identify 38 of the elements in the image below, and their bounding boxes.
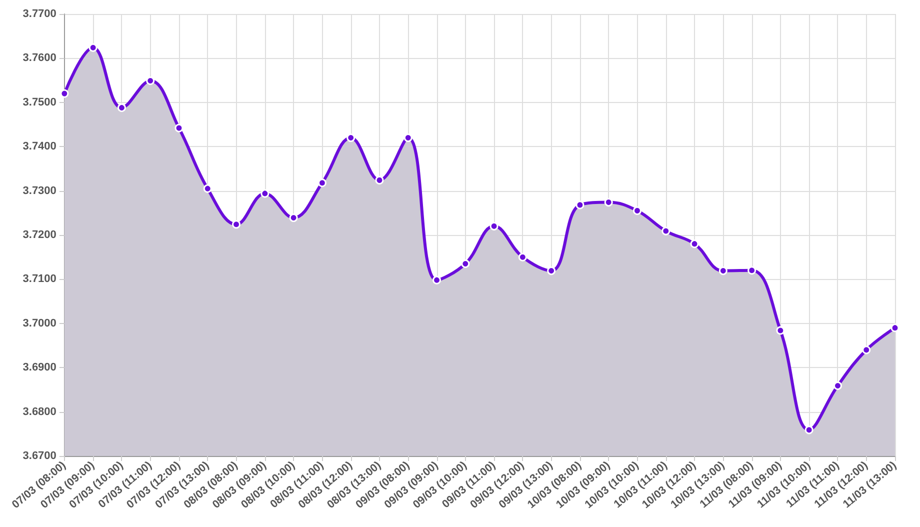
point <box>260 189 270 198</box>
point <box>461 259 470 268</box>
point <box>203 184 212 193</box>
y-tick-label: 3.7600 <box>22 52 56 64</box>
point <box>690 240 699 248</box>
point <box>432 276 441 284</box>
point <box>346 134 356 142</box>
point <box>632 206 642 215</box>
point <box>748 266 756 275</box>
y-tick-label: 3.6900 <box>22 362 56 374</box>
point <box>232 220 241 229</box>
y-tick-label: 3.6800 <box>22 406 56 418</box>
y-tick-label: 3.7100 <box>22 273 56 286</box>
point <box>576 200 584 210</box>
point <box>518 252 527 262</box>
point <box>289 214 298 222</box>
point <box>604 198 613 207</box>
y-tick-label: 3.6700 <box>22 450 56 462</box>
y-tick-label: 3.7400 <box>22 140 56 153</box>
point <box>88 43 98 52</box>
point <box>404 134 412 142</box>
y-tick-label: 3.7700 <box>22 8 56 20</box>
y-tick-label: 3.7500 <box>22 96 56 108</box>
point <box>318 178 326 188</box>
y-tick-label: 3.7000 <box>22 317 56 330</box>
point <box>804 426 814 434</box>
point <box>718 266 728 276</box>
point <box>490 222 498 230</box>
point <box>375 176 384 184</box>
y-tick-label: 3.7200 <box>22 229 56 241</box>
point <box>174 124 184 132</box>
point <box>146 76 155 85</box>
point <box>117 103 126 112</box>
point <box>862 346 871 354</box>
point <box>662 226 670 236</box>
point <box>833 381 842 390</box>
y-tick-label: 3.7300 <box>22 184 56 197</box>
point <box>547 266 556 276</box>
